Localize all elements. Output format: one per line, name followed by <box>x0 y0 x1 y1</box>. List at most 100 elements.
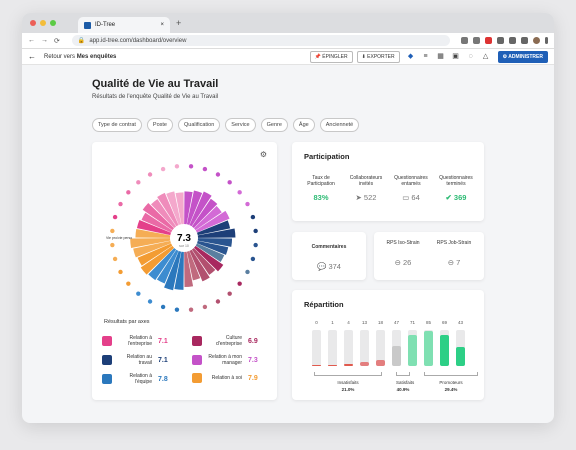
gear-icon[interactable]: ⚙ <box>259 150 267 159</box>
bar-fill[interactable] <box>392 346 401 366</box>
axis-result-row[interactable]: Relation au travail 7.1 <box>102 354 168 366</box>
sunburst-segment[interactable] <box>193 245 224 272</box>
sunburst-segment[interactable] <box>164 250 182 291</box>
sunburst-segment[interactable] <box>137 243 173 266</box>
calendar-icon[interactable]: ▣ <box>452 52 459 60</box>
axis-result-row[interactable]: Culture d'entreprise 6.9 <box>192 335 258 347</box>
breadcrumb-prefix: Retour vers <box>44 53 77 60</box>
sunburst-segment[interactable] <box>142 202 175 231</box>
close-window-button[interactable] <box>30 20 36 26</box>
sunburst-segment[interactable] <box>193 206 222 231</box>
maximize-window-button[interactable] <box>50 20 56 26</box>
axis-result-row[interactable]: Relation à soi 7.9 <box>192 373 258 383</box>
axis-result-row[interactable]: Relation à l'équipe 7.8 <box>102 373 168 385</box>
back-arrow-icon[interactable]: ← <box>28 52 36 61</box>
export-label: EXPORTER <box>367 53 395 60</box>
close-tab-icon[interactable]: × <box>160 22 164 28</box>
extension-icon[interactable] <box>485 37 492 44</box>
bar-fill[interactable] <box>408 335 417 366</box>
extensions-puzzle-icon[interactable] <box>509 37 516 44</box>
sunburst-segment[interactable] <box>175 192 184 225</box>
bar-fill[interactable] <box>424 330 433 366</box>
sunburst-segment[interactable] <box>184 191 193 225</box>
sunburst-segment[interactable] <box>196 220 231 236</box>
extension-icon[interactable] <box>497 37 504 44</box>
reload-icon[interactable]: ⟳ <box>54 37 60 45</box>
chat-icon[interactable]: ◌ <box>468 52 473 60</box>
bar-fill[interactable] <box>456 347 465 366</box>
sunburst-dot <box>118 269 123 275</box>
sunburst-segment[interactable] <box>186 190 203 226</box>
bar-fill[interactable] <box>440 335 449 366</box>
sunburst-segment[interactable] <box>195 210 230 233</box>
sunburst-segment[interactable] <box>174 251 184 290</box>
sunburst-segment[interactable] <box>189 191 212 227</box>
bar-track <box>344 330 353 366</box>
filter-chip[interactable]: Âge <box>292 118 315 132</box>
sunburst-segment[interactable] <box>186 250 201 281</box>
filter-chip[interactable]: Genre <box>260 118 288 132</box>
page-subtitle: Résultats de l'enquête Qualité de Vie au… <box>92 94 219 100</box>
bar-fill[interactable] <box>312 365 321 366</box>
browser-tab[interactable]: ID-Tree × <box>78 17 170 33</box>
sunburst-segment[interactable] <box>135 229 171 238</box>
pin-button[interactable]: 📌 ÉPINGLER <box>309 50 353 63</box>
bookmark-star-icon[interactable] <box>473 37 480 44</box>
sunburst-segment[interactable] <box>157 192 179 227</box>
bar-count: 69 <box>441 320 447 325</box>
sunburst-segment[interactable] <box>166 191 182 226</box>
filter-chip[interactable]: Ancienneté <box>319 118 360 132</box>
bar-fill[interactable] <box>328 364 337 366</box>
bar-fill[interactable] <box>376 359 385 366</box>
sunburst-segment[interactable] <box>133 240 172 258</box>
done-label: Questionnaires terminés <box>439 175 473 187</box>
alert-icon[interactable]: △ <box>482 52 489 60</box>
sunburst-segment[interactable] <box>141 212 173 233</box>
sunburst-segment[interactable] <box>136 220 172 236</box>
bar-fill[interactable] <box>360 361 369 366</box>
grid-icon[interactable]: ▦ <box>437 52 444 60</box>
share-icon[interactable] <box>461 37 468 44</box>
back-arrow-icon[interactable]: ← <box>28 37 35 44</box>
axis-result-row[interactable]: Relation à mon manager 7.3 <box>192 354 258 366</box>
sunburst-segment[interactable] <box>197 228 236 238</box>
filter-chip[interactable]: Type de contrat <box>92 118 142 132</box>
rate-label: Taux de Participation <box>307 175 335 187</box>
list-icon[interactable]: ≡ <box>423 52 428 60</box>
sunburst-segment[interactable] <box>196 240 229 255</box>
minimize-window-button[interactable] <box>40 20 46 26</box>
forward-arrow-icon[interactable]: → <box>41 37 48 44</box>
sunburst-segment[interactable] <box>195 243 225 262</box>
sunburst-dot <box>147 172 153 177</box>
sunburst-segment[interactable] <box>156 249 179 284</box>
export-button[interactable]: ⬇ EXPORTER <box>356 50 400 63</box>
sunburst-segment[interactable] <box>130 238 171 248</box>
sunburst-segment[interactable] <box>191 198 218 229</box>
sunburst-segment[interactable] <box>148 247 177 281</box>
sunburst-segment[interactable] <box>197 238 233 247</box>
bar-count: 4 <box>347 320 350 325</box>
filter-chip[interactable]: Poste <box>146 118 173 132</box>
comments-card[interactable]: Commentaires 💬 374 <box>292 232 366 280</box>
admin-button[interactable]: ⚙ ADMINISTRER <box>497 50 548 63</box>
axis-result-row[interactable]: Relation à l'entreprise 7.1 <box>102 335 168 347</box>
sunburst-segment[interactable] <box>184 251 194 288</box>
url-field[interactable]: 🔒 app.id-tree.com/dashboard/overview <box>71 35 450 46</box>
axis-illustration-icon <box>192 336 202 346</box>
sunburst-segment[interactable] <box>151 199 177 229</box>
filter-chip[interactable]: Service <box>225 118 256 132</box>
bar-fill[interactable] <box>344 364 353 366</box>
breadcrumb[interactable]: Retour vers Mes enquêtes <box>44 54 116 60</box>
idtree-logo-icon[interactable]: ◆ <box>407 52 414 60</box>
sunburst-segment[interactable] <box>189 249 210 282</box>
sunburst-segment[interactable] <box>191 247 216 275</box>
more-menu-icon[interactable] <box>545 37 548 44</box>
sidebar-icon[interactable] <box>521 37 528 44</box>
sunburst-dot <box>160 166 166 172</box>
filter-chip[interactable]: Qualification <box>178 118 221 132</box>
new-tab-button[interactable]: + <box>176 18 182 28</box>
profile-avatar[interactable] <box>533 37 540 44</box>
axis-score: 7.1 <box>158 356 168 364</box>
sunburst-segment[interactable] <box>140 245 175 275</box>
